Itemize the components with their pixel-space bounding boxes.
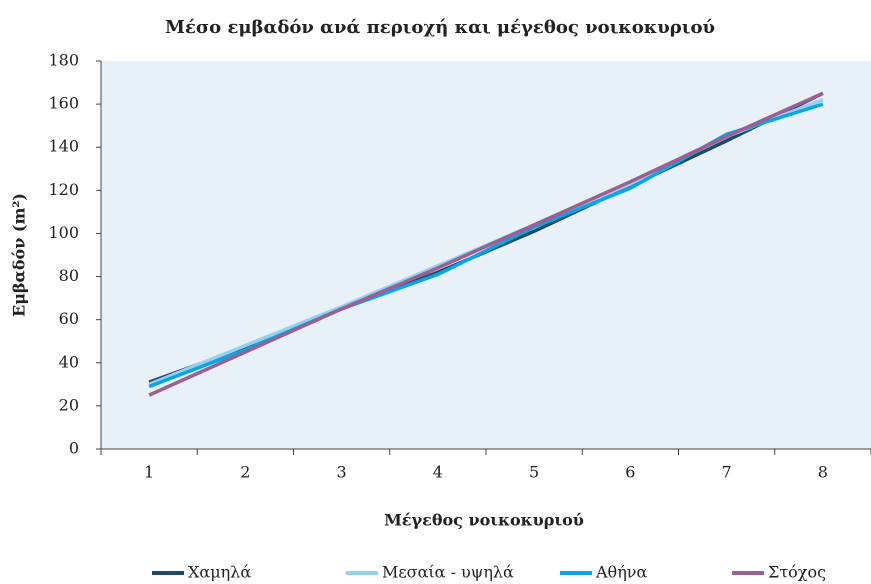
x-tick-label: 1	[144, 463, 154, 482]
y-tick-label: 80	[59, 266, 79, 285]
x-tick-label: 7	[722, 463, 732, 482]
x-tick-label: 3	[337, 463, 347, 482]
legend-label: Στόχος	[768, 563, 826, 582]
x-tick-label: 6	[625, 463, 635, 482]
y-tick-label: 100	[48, 223, 79, 242]
y-tick-label: 120	[48, 180, 79, 199]
y-tick-label: 0	[69, 439, 79, 458]
legend-label: Χαμηλά	[188, 563, 251, 582]
legend-label: Μεσαία - υψηλά	[382, 563, 514, 582]
x-tick-label: 8	[818, 463, 828, 482]
y-tick-label: 60	[59, 309, 79, 328]
legend-label: Αθήνα	[595, 563, 648, 582]
y-tick-label: 20	[59, 395, 79, 414]
y-axis-label: Εμβαδόν (m²)	[10, 193, 29, 317]
x-axis-label: Μέγεθος νοικοκυριού	[384, 511, 584, 530]
plot-area	[101, 61, 871, 449]
x-tick-label: 4	[433, 463, 443, 482]
y-tick-label: 140	[48, 137, 79, 156]
y-tick-label: 180	[48, 51, 79, 70]
chart-title: Μέσο εμβαδόν ανά περιοχή και μέγεθος νοι…	[165, 17, 715, 38]
x-tick-label: 5	[529, 463, 539, 482]
series-line	[148, 91, 824, 397]
y-tick-label: 160	[48, 94, 79, 113]
y-tick-label: 40	[59, 352, 79, 371]
x-tick-label: 2	[240, 463, 250, 482]
